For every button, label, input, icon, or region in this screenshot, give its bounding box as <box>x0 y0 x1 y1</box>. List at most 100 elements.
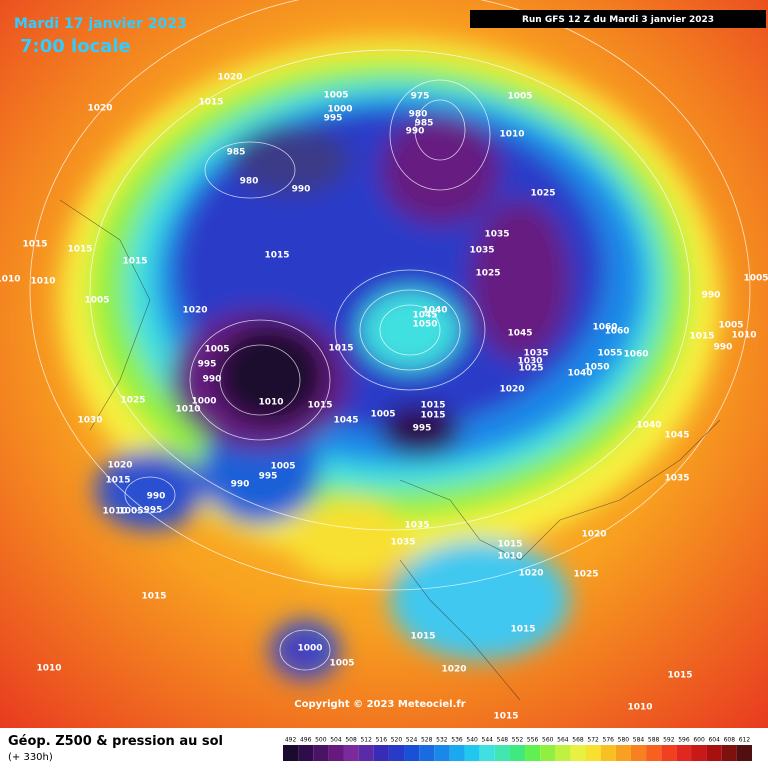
pressure-label: 1035 <box>484 230 509 240</box>
scale-swatch <box>721 745 737 761</box>
time: 7:00 locale <box>20 36 131 57</box>
pressure-label: 1030 <box>77 416 102 426</box>
scale-swatch <box>313 745 329 761</box>
pressure-label: 1020 <box>581 530 606 540</box>
scale-swatch <box>676 745 692 761</box>
scale-swatch <box>343 745 359 761</box>
pressure-label: 1015 <box>307 401 332 411</box>
scale-label: 556 <box>527 737 539 744</box>
scale-swatch <box>479 745 495 761</box>
coastlines <box>59 199 721 701</box>
date: Mardi 17 janvier 2023 <box>14 16 187 32</box>
scale-label: 584 <box>633 737 645 744</box>
scale-label: 540 <box>466 737 478 744</box>
pressure-label: 1010 <box>499 130 524 140</box>
pressure-label: 995 <box>413 424 432 434</box>
pressure-label: 1020 <box>87 104 112 114</box>
pressure-label: 1010 <box>30 277 55 287</box>
pressure-label: 1035 <box>469 246 494 256</box>
scale-label: 588 <box>648 737 660 744</box>
scale-label: 596 <box>678 737 690 744</box>
pressure-label: 1005 <box>118 507 143 517</box>
pressure-label: 1015 <box>420 401 445 411</box>
pressure-label: 1015 <box>264 251 289 261</box>
scale-label: 500 <box>315 737 327 744</box>
pressure-label: 1035 <box>523 349 548 359</box>
scale-swatch <box>600 745 616 761</box>
pressure-label: 1040 <box>636 421 661 431</box>
pressure-label: 1035 <box>390 538 415 548</box>
pressure-label: 1020 <box>217 73 242 83</box>
pressure-label: 1015 <box>67 245 92 255</box>
pressure-label: 990 <box>406 127 425 137</box>
pressure-label: 975 <box>411 92 430 102</box>
scale-swatch <box>691 745 707 761</box>
pressure-label: 1040 <box>567 369 592 379</box>
pressure-label: 980 <box>240 177 259 187</box>
pressure-label: 1005 <box>329 659 354 669</box>
scale-label: 612 <box>739 737 751 744</box>
run-info: Run GFS 12 Z du Mardi 3 janvier 2023 <box>522 15 714 25</box>
scale-swatch <box>358 745 374 761</box>
pressure-label: 1020 <box>499 385 524 395</box>
pressure-label: 1020 <box>182 306 207 316</box>
pressure-label: 990 <box>714 343 733 353</box>
pressure-label: 1060 <box>604 327 629 337</box>
scale-swatch <box>328 745 344 761</box>
scale-swatch <box>419 745 435 761</box>
pressure-label: 1000 <box>327 105 352 115</box>
pressure-label: 1005 <box>204 345 229 355</box>
pressure-label: 995 <box>259 472 278 482</box>
pressure-label: 1015 <box>420 411 445 421</box>
pressure-label: 1010 <box>731 331 756 341</box>
scale-label: 560 <box>542 737 554 744</box>
scale-label: 516 <box>376 737 388 744</box>
isobars <box>29 0 751 671</box>
scale-label: 580 <box>618 737 630 744</box>
pressure-label: 1005 <box>718 321 743 331</box>
scale-label: 520 <box>391 737 403 744</box>
pressure-label: 1010 <box>258 398 283 408</box>
pressure-label: 1020 <box>518 569 543 579</box>
pressure-label: 1005 <box>507 92 532 102</box>
footer-subtitle: (+ 330h) <box>8 752 53 763</box>
scale-label: 572 <box>587 737 599 744</box>
scale-swatch <box>388 745 405 761</box>
color-scale: 492 496 500 504 508 512 516 520 524 528 532 536 540 5… <box>283 737 752 761</box>
scale-label: 496 <box>300 737 312 744</box>
pressure-label: 1050 <box>584 363 609 373</box>
pressure-label: 1025 <box>518 364 543 374</box>
pressure-label: 1015 <box>22 240 47 250</box>
pressure-label: 1025 <box>120 396 145 406</box>
pressure-label: 1055 <box>597 349 622 359</box>
pressure-label: 990 <box>702 291 721 301</box>
pressure-label: 1030 <box>517 357 542 367</box>
scale-swatch <box>404 745 420 761</box>
pressure-label: 1000 <box>191 397 216 407</box>
scale-swatch <box>494 745 510 761</box>
pressure-label: 1015 <box>105 476 130 486</box>
pressure-label: 995 <box>144 506 163 516</box>
scale-swatch <box>449 745 465 761</box>
pressure-label: 1060 <box>623 350 648 360</box>
pressure-label: 1005 <box>743 274 768 284</box>
scale-label: 532 <box>436 737 448 744</box>
scale-label: 604 <box>708 737 720 744</box>
pressure-label: 1045 <box>412 311 437 321</box>
pressure-label: 1025 <box>573 570 598 580</box>
copyright: Copyright © 2023 Meteociel.fr <box>294 699 465 710</box>
pressure-label: 1045 <box>507 329 532 339</box>
pressure-label: 1005 <box>323 91 348 101</box>
scale-swatch <box>298 745 314 761</box>
scale-label: 508 <box>345 737 357 744</box>
pressure-label: 1015 <box>493 712 518 722</box>
pressure-label: 1005 <box>84 296 109 306</box>
pressure-label: 1040 <box>422 306 447 316</box>
pressure-label: 1020 <box>107 461 132 471</box>
pressure-label: 1000 <box>297 644 322 654</box>
scale-label: 552 <box>512 737 524 744</box>
pressure-label: 995 <box>324 114 343 124</box>
scale-swatch <box>540 745 556 761</box>
